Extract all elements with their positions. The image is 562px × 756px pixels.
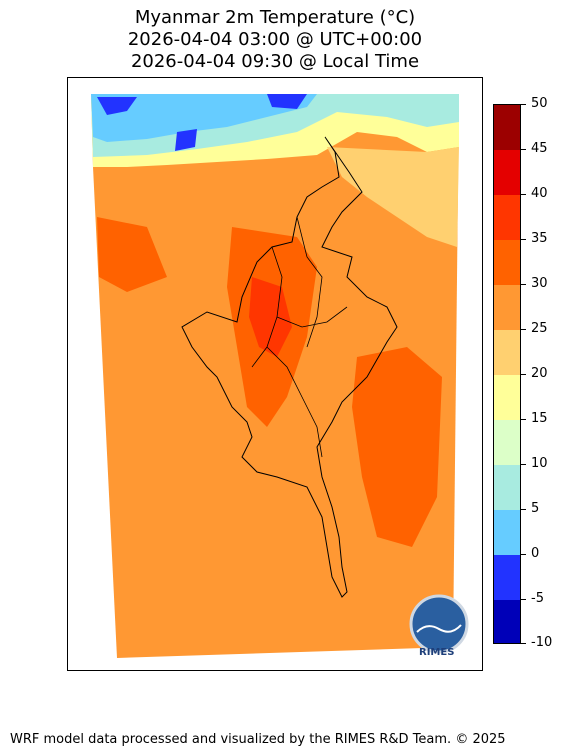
- colorbar-segment: [494, 150, 520, 195]
- colorbar-tick-label: 10: [531, 456, 548, 471]
- colorbar-segment: [494, 330, 520, 375]
- colorbar-tick: [521, 104, 526, 105]
- colorbar-tick-label: 15: [531, 411, 548, 426]
- colorbar-tick: [521, 599, 526, 600]
- colorbar-tick: [521, 284, 526, 285]
- colorbar-tick-label: 25: [531, 321, 548, 336]
- colorbar-tick-label: 5: [531, 501, 540, 516]
- colorbar-tick-label: 0: [531, 546, 540, 561]
- hot-zone-core: [249, 277, 292, 357]
- colorbar-tick-label: 50: [531, 96, 548, 111]
- colorbar-tick-label: -5: [531, 591, 544, 606]
- title-line-1: Myanmar 2m Temperature (°C): [134, 7, 416, 28]
- colorbar-tick: [521, 419, 526, 420]
- title-line-3: 2026-04-04 09:30 @ Local Time: [130, 51, 420, 72]
- colorbar-segment: [494, 600, 520, 643]
- colorbar-tick-label: 20: [531, 366, 548, 381]
- colorbar-segment: [494, 420, 520, 465]
- colorbar-tick: [521, 194, 526, 195]
- colorbar-segment: [494, 105, 520, 150]
- colorbar-tick-label: 35: [531, 231, 548, 246]
- colorbar-tick: [521, 374, 526, 375]
- colorbar-segment: [494, 195, 520, 240]
- title-line-2: 2026-04-04 03:00 @ UTC+00:00: [127, 29, 423, 50]
- state-divisions: [251, 216, 348, 458]
- colorbar-tick: [521, 329, 526, 330]
- temperature-map: [91, 94, 469, 658]
- colorbar-segment: [494, 465, 520, 510]
- colorbar-tick: [521, 149, 526, 150]
- colorbar-segment: [494, 510, 520, 555]
- myanmar-border: [181, 136, 398, 598]
- rimes-logo-circle: [409, 594, 469, 654]
- colorbar-segment: [494, 375, 520, 420]
- rimes-logo-text: RIMES: [419, 647, 455, 658]
- map-title: Myanmar 2m Temperature (°C) 2026-04-04 0…: [0, 7, 550, 73]
- colorbar-tick: [521, 239, 526, 240]
- rimes-logo: RIMES: [407, 592, 471, 658]
- colorbar-tick: [521, 464, 526, 465]
- colorbar-tick-label: 45: [531, 141, 548, 156]
- colorbar-tick: [521, 509, 526, 510]
- hot-zone-southeast: [352, 347, 442, 547]
- colorbar-segment: [494, 555, 520, 600]
- colorbar-segment: [494, 240, 520, 285]
- warm-yellow-northeast: [327, 147, 459, 247]
- colorbar-tick: [521, 554, 526, 555]
- hot-zone-west: [97, 217, 167, 292]
- map-frame: [67, 77, 483, 671]
- frozen-patches: [97, 94, 307, 151]
- colorbar-tick-label: 40: [531, 186, 548, 201]
- rimes-logo-wave: [416, 624, 462, 633]
- cold-band-north: [91, 94, 317, 142]
- colorbar-tick-label: 30: [531, 276, 548, 291]
- colorbar-segment: [494, 285, 520, 330]
- colorbar-tick: [521, 643, 526, 644]
- colorbar: [493, 104, 521, 644]
- footer-credit: WRF model data processed and visualized …: [10, 732, 506, 747]
- colorbar-tick-label: -10: [531, 635, 553, 650]
